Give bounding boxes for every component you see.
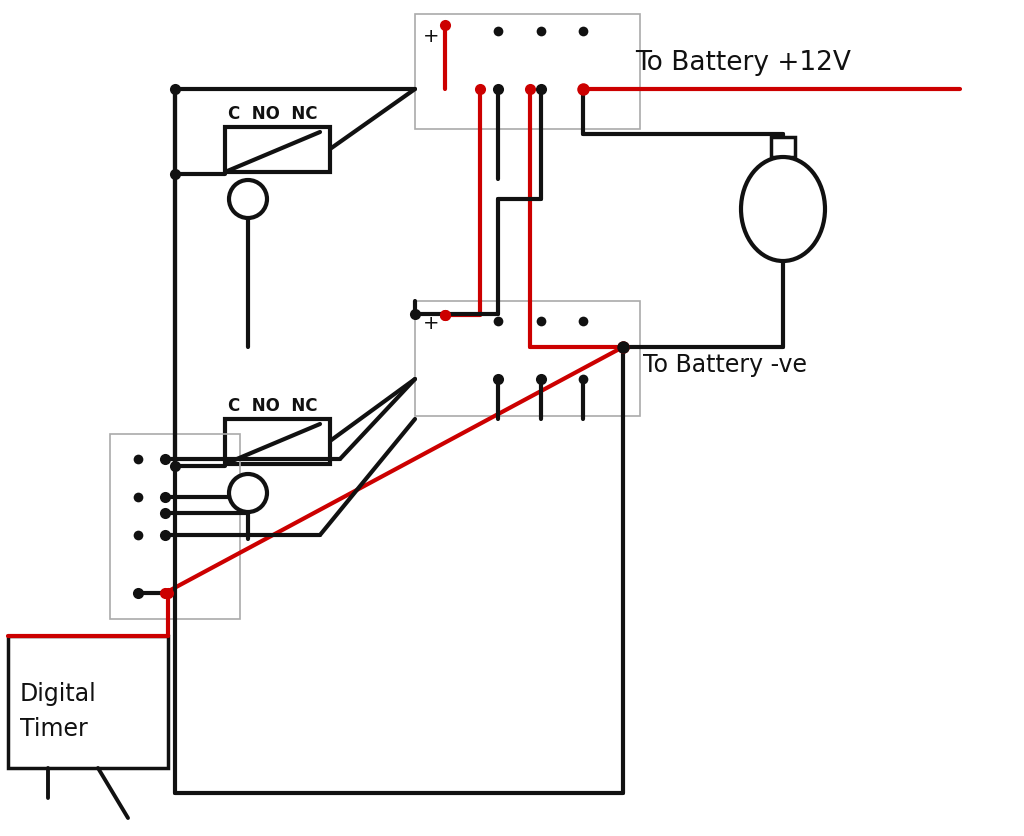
Bar: [225, 420, 330, 465]
Bar: [415, 15, 640, 130]
Circle shape: [229, 181, 267, 219]
Circle shape: [229, 475, 267, 512]
Ellipse shape: [741, 158, 825, 262]
Text: C  NO  NC: C NO NC: [228, 104, 317, 123]
Text: Digital: Digital: [20, 681, 96, 705]
Text: C  NO  NC: C NO NC: [228, 396, 317, 415]
Text: +: +: [423, 314, 439, 333]
Bar: [110, 435, 240, 619]
Bar: [771, 138, 795, 158]
Bar: [8, 636, 168, 768]
Text: Timer: Timer: [20, 716, 88, 740]
Bar: [415, 302, 640, 416]
Text: To Battery +12V: To Battery +12V: [635, 50, 851, 76]
Text: To Battery -ve: To Battery -ve: [643, 353, 807, 376]
Bar: [225, 128, 330, 173]
Text: +: +: [423, 27, 439, 46]
